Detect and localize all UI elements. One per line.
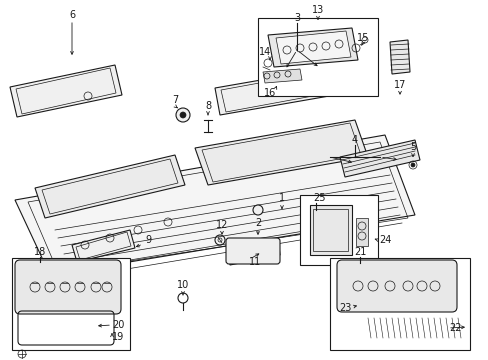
- Text: 2: 2: [254, 218, 261, 228]
- Polygon shape: [35, 155, 184, 218]
- Text: 18: 18: [34, 247, 46, 257]
- Polygon shape: [275, 31, 350, 64]
- Text: 19: 19: [112, 332, 124, 342]
- Polygon shape: [10, 65, 122, 117]
- Text: 4: 4: [351, 135, 357, 145]
- Polygon shape: [227, 238, 280, 265]
- Text: 5: 5: [409, 142, 415, 152]
- Polygon shape: [215, 68, 334, 115]
- Text: 6: 6: [69, 10, 75, 20]
- Circle shape: [410, 163, 414, 167]
- Text: 10: 10: [177, 280, 189, 290]
- Text: 25: 25: [313, 193, 325, 203]
- FancyBboxPatch shape: [336, 260, 456, 312]
- Text: 7: 7: [171, 95, 178, 105]
- Polygon shape: [339, 140, 419, 177]
- Polygon shape: [15, 135, 414, 275]
- Text: 24: 24: [378, 235, 390, 245]
- Text: 3: 3: [293, 13, 300, 23]
- Bar: [312, 209, 347, 251]
- Polygon shape: [263, 69, 302, 83]
- Bar: [299, 195, 377, 265]
- FancyBboxPatch shape: [15, 260, 121, 314]
- Bar: [309, 205, 351, 255]
- Text: 21: 21: [353, 247, 366, 257]
- Text: 14: 14: [258, 47, 270, 57]
- Text: 20: 20: [112, 320, 124, 330]
- Circle shape: [180, 112, 185, 118]
- Text: 13: 13: [311, 5, 324, 15]
- Text: 8: 8: [204, 101, 211, 111]
- Bar: [12, 258, 130, 350]
- Text: 23: 23: [338, 303, 350, 313]
- Circle shape: [176, 108, 190, 122]
- Text: 15: 15: [356, 33, 368, 43]
- Text: 22: 22: [448, 323, 460, 333]
- Circle shape: [252, 205, 263, 215]
- Polygon shape: [389, 40, 409, 74]
- Text: 12: 12: [215, 220, 228, 230]
- Text: 11: 11: [248, 257, 261, 267]
- Bar: [355, 218, 367, 246]
- Polygon shape: [267, 28, 357, 67]
- Text: 17: 17: [393, 80, 406, 90]
- FancyBboxPatch shape: [225, 238, 280, 264]
- Text: 16: 16: [264, 88, 276, 98]
- Polygon shape: [195, 120, 367, 185]
- Bar: [329, 258, 469, 350]
- Text: 1: 1: [278, 193, 285, 203]
- Bar: [258, 18, 377, 96]
- Text: 9: 9: [144, 235, 151, 245]
- Polygon shape: [72, 230, 135, 262]
